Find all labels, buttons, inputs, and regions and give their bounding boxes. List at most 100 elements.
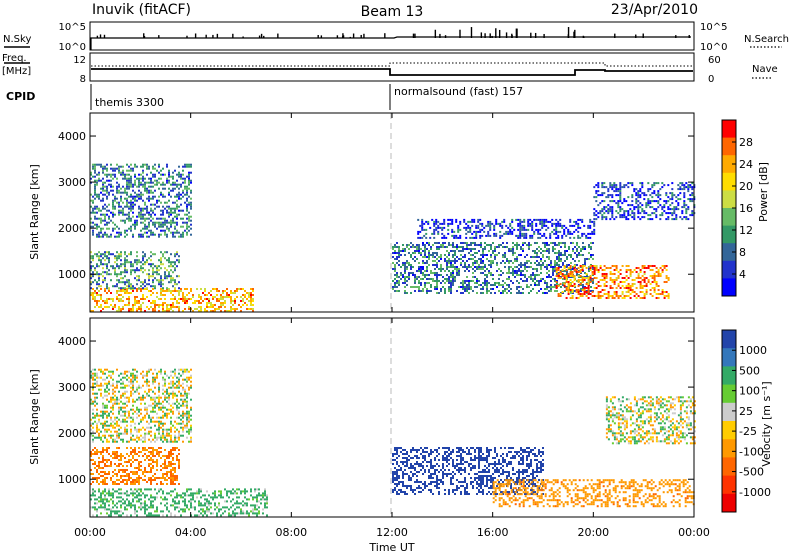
range-time-cell (152, 378, 154, 381)
range-time-cell (158, 426, 160, 429)
range-time-cell (146, 261, 148, 264)
range-time-cell (541, 226, 544, 229)
range-time-cell (629, 273, 632, 275)
range-time-cell (444, 288, 446, 290)
range-time-cell (436, 278, 438, 280)
range-time-cell (528, 244, 530, 246)
range-time-cell (593, 212, 596, 215)
range-time-cell (114, 223, 116, 226)
range-time-cell (573, 269, 576, 271)
range-time-cell (534, 276, 536, 278)
range-time-cell (146, 380, 148, 383)
range-time-cell (128, 285, 130, 288)
range-time-cell (550, 280, 552, 282)
range-time-cell (96, 453, 98, 455)
range-time-cell (92, 449, 94, 451)
range-time-cell (90, 275, 92, 278)
range-time-cell (128, 207, 130, 210)
range-time-cell (531, 234, 534, 237)
colorbar-tick-label: 8 (739, 246, 746, 259)
range-time-cell (92, 384, 94, 387)
range-time-cell (421, 228, 424, 231)
range-time-cell (116, 283, 118, 286)
range-time-cell (526, 270, 528, 272)
range-time-cell (546, 292, 548, 294)
colorbar-tick-label: 12 (739, 224, 753, 237)
range-time-cell (534, 284, 536, 286)
range-time-cell (645, 291, 648, 293)
range-time-cell (685, 210, 688, 213)
range-time-cell (430, 270, 432, 272)
range-time-cell (128, 302, 130, 304)
range-time-cell (605, 275, 608, 277)
range-time-cell (158, 187, 160, 190)
range-time-cell (100, 382, 102, 385)
range-time-cell (230, 292, 232, 294)
range-time-cell (166, 428, 168, 431)
range-time-cell (114, 416, 116, 419)
range-time-cell (116, 432, 118, 435)
range-time-cell (102, 467, 104, 469)
range-time-cell (234, 300, 236, 302)
range-time-cell (647, 190, 650, 193)
range-time-cell (659, 188, 662, 191)
range-time-cell (410, 266, 412, 268)
range-time-cell (126, 183, 128, 186)
range-time-cell (520, 254, 522, 256)
range-time-cell (102, 416, 104, 419)
range-time-cell (512, 248, 514, 250)
range-time-cell (681, 210, 684, 213)
range-time-cell (162, 167, 164, 170)
range-time-cell (116, 235, 118, 238)
range-time-cell (647, 267, 650, 269)
range-time-cell (118, 203, 120, 206)
range-time-cell (132, 306, 134, 308)
range-time-cell (180, 426, 182, 429)
range-time-cell (102, 189, 104, 192)
range-time-cell (601, 289, 604, 291)
range-time-cell (605, 285, 608, 287)
range-time-cell (578, 246, 580, 248)
range-time-cell (96, 271, 98, 274)
range-time-cell (138, 386, 140, 389)
range-time-cell (190, 374, 192, 377)
range-time-cell (643, 192, 646, 195)
range-time-cell (138, 177, 140, 180)
range-time-cell (174, 221, 176, 224)
range-time-cell (124, 412, 126, 415)
range-time-cell (144, 396, 146, 399)
range-time-cell (661, 214, 664, 217)
range-time-cell (518, 244, 520, 246)
range-time-cell (677, 188, 680, 191)
range-time-cell (460, 264, 462, 266)
range-time-cell (538, 246, 540, 248)
range-time-cell (110, 477, 112, 479)
range-time-cell (176, 179, 178, 182)
range-time-cell (627, 212, 630, 215)
range-time-cell (637, 273, 640, 275)
range-time-cell (665, 200, 668, 203)
range-time-cell (174, 183, 176, 186)
range-time-cell (158, 273, 160, 276)
range-time-cell (542, 278, 544, 280)
range-time-cell (442, 246, 444, 248)
range-time-cell (164, 372, 166, 375)
range-time-cell (569, 275, 572, 277)
range-time-cell (150, 259, 152, 262)
range-time-cell (561, 236, 564, 239)
range-time-cell (180, 290, 182, 292)
range-time-cell (152, 410, 154, 413)
range-time-cell (180, 394, 182, 397)
range-time-cell (156, 396, 158, 399)
range-time-cell (424, 274, 426, 276)
range-time-cell (150, 368, 152, 371)
range-time-cell (94, 217, 96, 220)
range-time-cell (613, 182, 616, 185)
range-time-cell (655, 182, 658, 185)
range-time-cell (104, 207, 106, 210)
range-time-cell (154, 213, 156, 216)
range-time-cell (170, 308, 172, 310)
range-time-cell (172, 294, 174, 296)
range-time-cell (412, 244, 414, 246)
range-time-cell (655, 281, 658, 283)
